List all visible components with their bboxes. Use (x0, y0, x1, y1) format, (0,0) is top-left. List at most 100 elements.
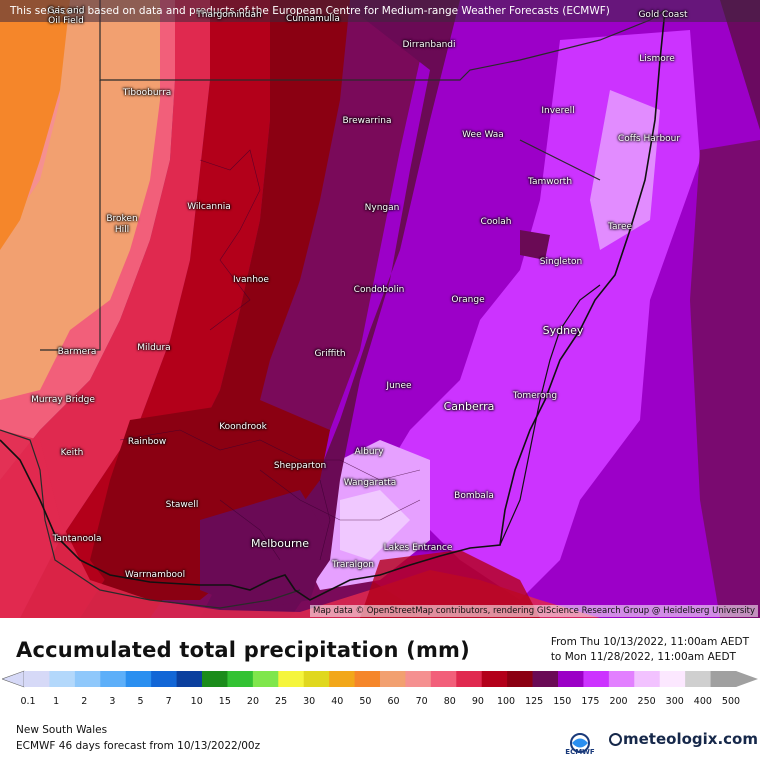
scale-cell (558, 671, 584, 687)
city-label: Shepparton (273, 461, 327, 471)
city-label: Tantanoola (52, 534, 102, 544)
city-label: Hill (114, 225, 130, 235)
ecmwf-logo-icon (570, 733, 590, 753)
scale-tick-label: 30 (303, 696, 316, 707)
scale-tick-label: 7 (165, 696, 172, 707)
city-label: Wangaratta (343, 478, 397, 488)
city-label: Brewarrina (342, 116, 392, 126)
city-label: Broken (106, 214, 138, 224)
scale-cell (227, 671, 254, 687)
city-label: Condobolin (353, 285, 405, 295)
scale-cell (49, 671, 76, 687)
scale-cell (329, 671, 355, 687)
scale-cell (583, 671, 610, 687)
region-name: New South Wales (16, 724, 108, 736)
map-title: Accumulated total precipitation (mm) (16, 638, 470, 662)
city-label: Warrnambool (124, 570, 186, 580)
scale-tick-label: 0.1 (20, 696, 36, 707)
scale-cell (303, 671, 330, 687)
city-label: Ivanhoe (233, 275, 269, 285)
scale-cell (659, 671, 686, 687)
scale-cell (685, 671, 711, 687)
ecmwf-notice-banner: This service is based on data and produc… (0, 0, 760, 22)
scale-cell (456, 671, 483, 687)
scale-cell (151, 671, 177, 687)
model-run: ECMWF 46 days forecast from 10/13/2022/0… (16, 740, 261, 752)
city-label: Taree (607, 222, 633, 232)
scale-arrow-high (736, 671, 758, 687)
scale-cell (125, 671, 152, 687)
city-label: Traralgon (331, 560, 375, 570)
city-label: Murray Bridge (31, 395, 95, 405)
scale-tick-label: 100 (496, 696, 516, 707)
scale-tick-label: 50 (359, 696, 372, 707)
scale-tick-label: 125 (525, 696, 544, 707)
scale-tick-label: 40 (331, 696, 344, 707)
meteologix-circle-icon (609, 733, 622, 746)
scale-cell (532, 671, 559, 687)
scale-tick-label: 5 (137, 696, 144, 707)
scale-cell (24, 671, 50, 687)
city-label: Coffs Harbour (617, 134, 681, 144)
city-label: Coolah (480, 217, 512, 227)
scale-tick-label: 200 (609, 696, 628, 707)
city-label: Oil Field (48, 16, 84, 26)
scale-tick-label: 1 (53, 696, 60, 707)
scale-tick-label: 15 (218, 696, 231, 707)
city-label: Dirranbandi (402, 40, 456, 50)
scale-cell (100, 671, 127, 687)
scale-cell (354, 671, 381, 687)
scale-cell (481, 671, 508, 687)
scale-cell (608, 671, 635, 687)
scale-tick-label: 20 (246, 696, 259, 707)
banner-text: This service is based on data and produc… (10, 5, 610, 17)
city-label: Wilcannia (187, 202, 231, 212)
city-label: Sydney (542, 324, 584, 337)
map-attribution[interactable]: Map data © OpenStreetMap contributors, r… (310, 605, 758, 617)
scale-cell (278, 671, 305, 687)
scale-tick-label: 175 (581, 696, 600, 707)
legend-panel: Accumulated total precipitation (mm) Fro… (0, 618, 760, 760)
scale-cell (405, 671, 432, 687)
scale-tick-label: 90 (471, 696, 484, 707)
city-label: Singleton (539, 257, 583, 267)
city-label: Rainbow (127, 437, 167, 447)
scale-tick-label: 500 (721, 696, 741, 707)
city-label: Lakes Entrance (383, 543, 453, 553)
scale-cell (507, 671, 533, 687)
city-label: Wee Waa (462, 130, 504, 140)
scale-cell (74, 671, 101, 687)
scale-cell (380, 671, 406, 687)
city-label: Tibooburra (122, 88, 172, 98)
scale-tick-label: 10 (190, 696, 203, 707)
city-label: Thargomindah (196, 10, 262, 20)
meteologix-logo[interactable]: meteologix.com (609, 730, 758, 748)
city-label: Canberra (443, 400, 495, 413)
city-label: Gold Coast (638, 10, 688, 20)
city-label: Tamworth (527, 177, 573, 187)
city-label: Mildura (137, 343, 171, 353)
scale-tick-label: 400 (693, 696, 712, 707)
city-label: Junee (386, 381, 412, 391)
scale-tick-label: 250 (637, 696, 656, 707)
date-from: From Thu 10/13/2022, 11:00am AEDT (550, 636, 749, 648)
city-label: Orange (451, 295, 485, 305)
precipitation-map[interactable]: This service is based on data and produc… (0, 0, 760, 618)
city-label: Stawell (165, 500, 199, 510)
city-label: Nyngan (364, 203, 400, 213)
scale-tick-label: 2 (81, 696, 88, 707)
map-canvas (0, 0, 760, 618)
scale-cell (252, 671, 279, 687)
ecmwf-logo-text: ECMWF (565, 748, 595, 756)
city-label: Griffith (314, 349, 346, 359)
city-label: Lismore (639, 54, 675, 64)
scale-arrow-low (2, 670, 25, 688)
scale-cell (710, 671, 737, 687)
scale-cell (202, 671, 228, 687)
scale-cell (634, 671, 661, 687)
city-label: Bombala (454, 491, 494, 501)
scale-tick-label: 150 (553, 696, 572, 707)
city-label: Albury (354, 447, 384, 457)
city-label: Inverell (541, 106, 575, 116)
city-label: Barmera (57, 347, 97, 357)
